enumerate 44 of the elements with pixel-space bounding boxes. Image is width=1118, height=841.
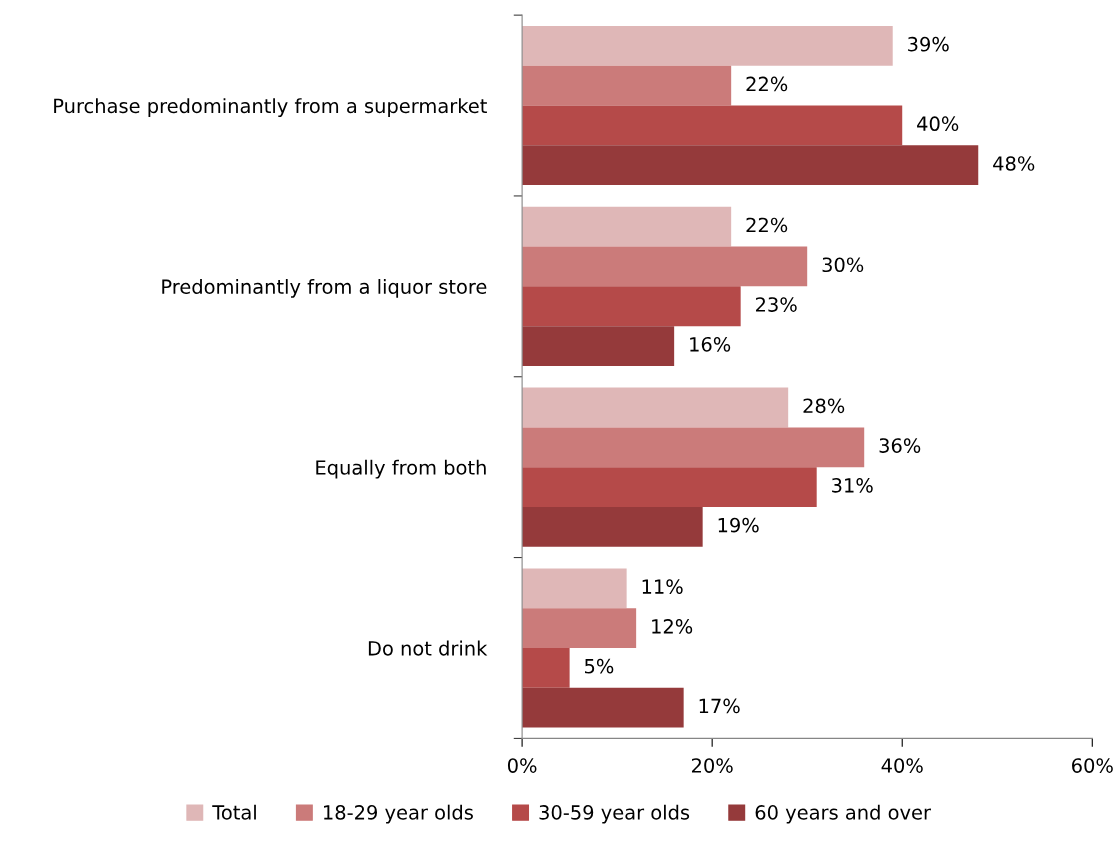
bar: [522, 105, 903, 146]
data-label: 22%: [746, 217, 788, 233]
y-tick-label: Predominantly from a liquor store: [162, 278, 487, 298]
data-label: 36%: [879, 438, 921, 453]
data-label: 12%: [652, 619, 693, 634]
bar: [522, 687, 684, 728]
legend-label: 30-59 year olds: [539, 804, 690, 824]
data-label: 11%: [642, 579, 683, 594]
data-label: 16%: [690, 336, 731, 352]
legend-label: Total: [212, 804, 256, 820]
bar: [522, 608, 637, 648]
data-label: 48%: [993, 156, 1035, 171]
bar: [522, 427, 865, 468]
bar: [522, 467, 817, 507]
bar: [522, 647, 570, 688]
data-label: 17%: [699, 698, 740, 714]
bar: [522, 65, 732, 106]
bar: [522, 506, 703, 547]
x-tick-label: 20%: [691, 758, 733, 773]
bar: [522, 387, 789, 428]
data-label: 28%: [803, 398, 845, 414]
bar: [522, 246, 808, 287]
data-label: 40%: [917, 116, 959, 132]
data-label: 30%: [822, 257, 864, 273]
legend-label: 60 years and over: [755, 804, 931, 824]
data-label: 39%: [908, 36, 949, 52]
y-tick-label: Equally from both: [316, 459, 486, 479]
bar: [522, 25, 893, 66]
legend-label: 18-29 year olds: [324, 804, 473, 824]
bar: [522, 286, 741, 327]
x-tick-label: 40%: [881, 758, 923, 773]
y-tick-label: Do not drink: [368, 640, 488, 656]
data-label: 31%: [832, 478, 873, 493]
data-label: 5%: [585, 658, 614, 674]
bar: [522, 326, 675, 366]
y-tick-label: Purchase predominantly from a supermarket: [54, 98, 487, 117]
data-label: 19%: [718, 517, 759, 533]
x-tick-label: 0%: [507, 758, 537, 773]
bar: [522, 568, 627, 609]
data-label: 22%: [746, 76, 788, 92]
bar: [522, 145, 979, 186]
data-label: 23%: [755, 297, 797, 312]
x-tick-label: 60%: [1072, 758, 1113, 773]
bar: [522, 206, 732, 247]
